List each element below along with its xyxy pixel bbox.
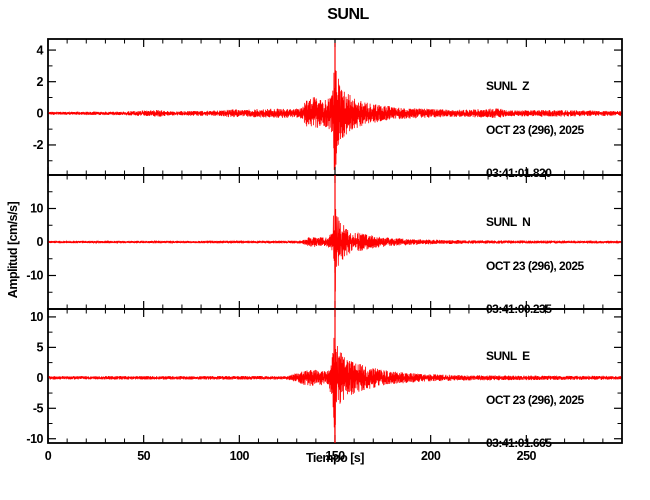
y-tick-label: -10 [26, 269, 43, 283]
y-tick-label: 10 [30, 310, 43, 324]
y-tick-label: 2 [37, 75, 44, 89]
y-tick-label: 0 [37, 235, 44, 249]
x-axis-label: Tiempo [s] [306, 451, 364, 465]
x-tick-label: 200 [421, 449, 441, 463]
y-tick-label: -10 [26, 432, 43, 446]
event-start-time: 03:41:00.235 [486, 302, 552, 316]
y-tick-label: 5 [37, 341, 44, 355]
y-tick-label: -2 [33, 138, 44, 152]
x-tick-label: 50 [137, 449, 150, 463]
event-date: OCT 23 (296), 2025 [486, 392, 584, 407]
event-start-time: 03:41:01.665 [486, 436, 552, 450]
station-channel-label: SUNL E [486, 349, 530, 363]
event-date: OCT 23 (296), 2025 [486, 258, 584, 273]
event-start-time: 03:41:01.820 [486, 166, 552, 180]
event-date: OCT 23 (296), 2025 [486, 122, 584, 137]
x-tick-label: 250 [517, 449, 537, 463]
station-channel-label: SUNL N [486, 215, 531, 229]
x-tick-label: 150 [325, 449, 345, 463]
y-axis-label: Amplitud [cm/s/s] [6, 201, 20, 299]
y-tick-label: 0 [37, 371, 44, 385]
page-title: SUNL [327, 6, 369, 23]
panel-annotation-n: SUNL N OCT 23 (296), 2025 03:41:00.235 [486, 186, 584, 346]
y-tick-label: -5 [33, 401, 44, 415]
y-tick-label: 10 [30, 202, 43, 216]
y-tick-label: 0 [37, 107, 44, 121]
y-tick-label: 4 [37, 43, 44, 57]
panel-annotation-e: SUNL E OCT 23 (296), 2025 03:41:01.665 [486, 320, 584, 480]
x-tick-label: 0 [45, 449, 52, 463]
station-channel-label: SUNL Z [486, 79, 529, 93]
x-tick-label: 100 [230, 449, 250, 463]
panel-annotation-z: SUNL Z OCT 23 (296), 2025 03:41:01.820 [486, 50, 584, 210]
